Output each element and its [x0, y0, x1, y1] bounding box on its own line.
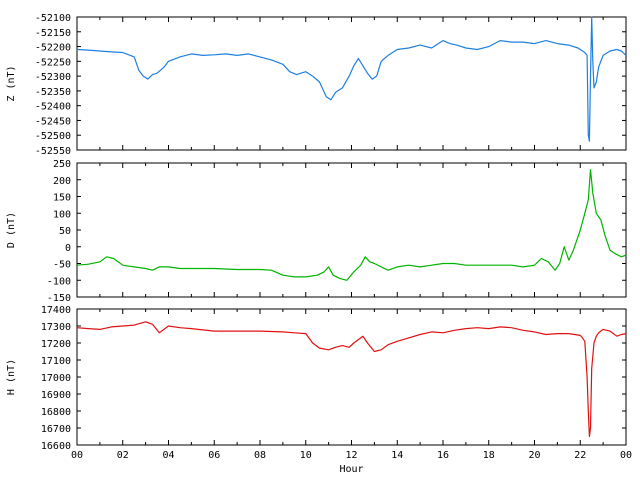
x-tick-label: 10: [300, 450, 312, 461]
y-tick-label: -100: [47, 276, 71, 287]
y-tick-label: -52200: [35, 43, 71, 54]
y-tick-label: -52550: [35, 146, 71, 157]
y-tick-label: 17300: [41, 322, 71, 333]
x-tick-label: 18: [483, 450, 495, 461]
y-tick-label: -52250: [35, 57, 71, 68]
y-tick-label: -52350: [35, 87, 71, 98]
x-tick-label: 22: [574, 450, 586, 461]
x-tick-label: 00: [71, 450, 83, 461]
y-tick-label: -52400: [35, 102, 71, 113]
y-tick-label: 200: [53, 176, 71, 187]
y-tick-label: -52450: [35, 116, 71, 127]
x-tick-label: 06: [208, 450, 220, 461]
plot-frame: [76, 162, 627, 298]
y-tick-label: -150: [47, 293, 71, 304]
x-tick-label: 02: [117, 450, 129, 461]
y-axis-label: Z (nT): [6, 65, 17, 101]
y-axis-label: H (nT): [6, 359, 17, 395]
y-tick-label: 17000: [41, 373, 71, 384]
y-tick-label: -50: [53, 260, 71, 271]
y-tick-label: 16700: [41, 424, 71, 435]
x-tick-label: 20: [528, 450, 540, 461]
panel-z: -52100 -52150 -52200 -52250 -52300 -52350 -524…: [6, 13, 627, 157]
y-tick-label: 16800: [41, 407, 71, 418]
y-tick-label: -52100: [35, 13, 71, 24]
y-tick-label: 150: [53, 193, 71, 204]
y-tick-label: 16600: [41, 441, 71, 452]
y-axis-label: D (nT): [6, 212, 17, 248]
y-tick-label: -52500: [35, 131, 71, 142]
y-tick-label: -52150: [35, 28, 71, 39]
y-tick-label: 0: [65, 243, 71, 254]
y-tick-label: 17400: [41, 305, 71, 316]
series-line: [76, 321, 627, 438]
x-tick-label: 16: [437, 450, 449, 461]
x-tick-label: 08: [254, 450, 266, 461]
x-tick-label: 12: [345, 450, 357, 461]
x-tick-label: 04: [162, 450, 174, 461]
series-line: [76, 16, 627, 142]
panel-d: 250 200 150 100 50 0 -50 -100 -150 D (nT): [6, 159, 627, 304]
x-tick-label: 14: [391, 450, 403, 461]
x-axis-label: Hour: [339, 464, 363, 475]
y-tick-label: -52300: [35, 72, 71, 83]
plot-frame: [76, 308, 627, 446]
y-tick-label: 100: [53, 209, 71, 220]
y-tick-label: 17200: [41, 339, 71, 350]
y-tick-label: 250: [53, 159, 71, 170]
plot-frame: [76, 16, 627, 151]
series-line: [76, 169, 627, 281]
y-tick-label: 16900: [41, 390, 71, 401]
x-tick-label: 00: [620, 450, 632, 461]
y-tick-label: 50: [59, 226, 71, 237]
y-tick-label: 17100: [41, 356, 71, 367]
panel-h: 17400 17300 17200 17100 17000 16900 16800 16700…: [6, 305, 632, 475]
